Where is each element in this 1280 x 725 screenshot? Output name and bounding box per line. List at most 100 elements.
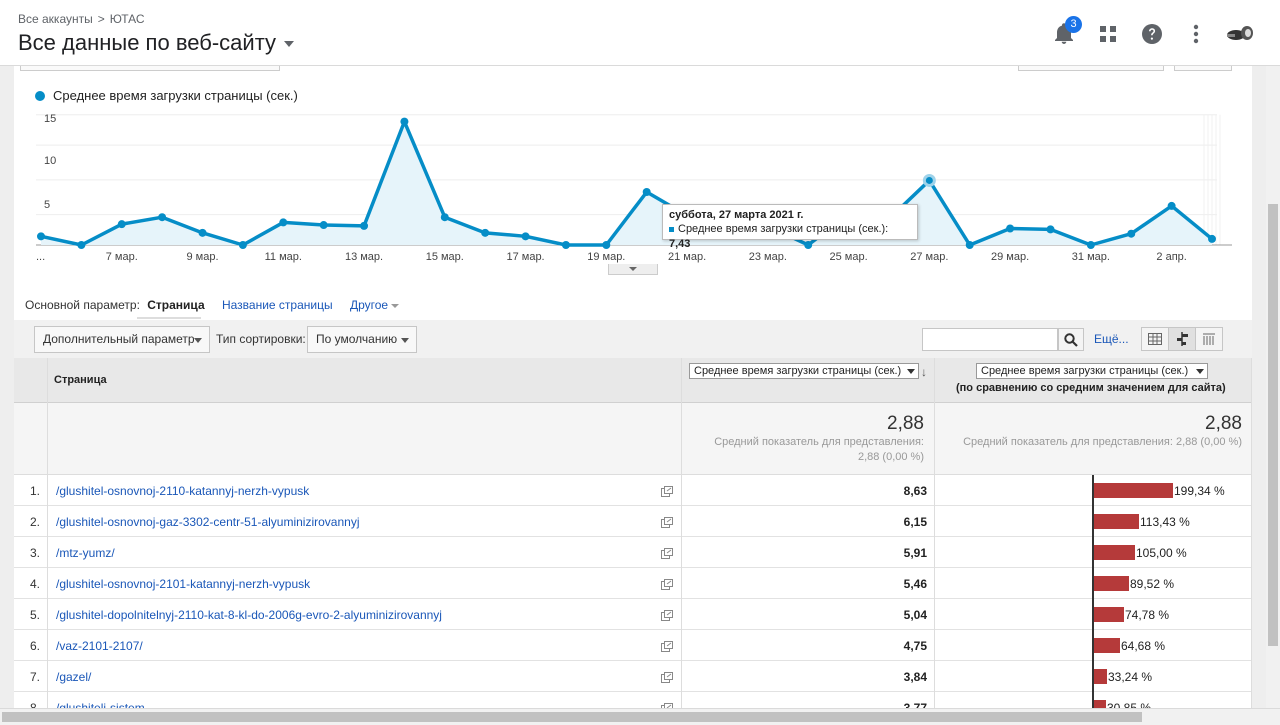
advanced-filter-link[interactable]: Ещё... [1094,332,1129,346]
apps-grid-icon [1100,26,1116,42]
open-in-new-icon[interactable] [661,670,673,683]
x-tick-label: 11 мар. [265,251,302,263]
data-point [1127,229,1136,238]
comparison-bar [1094,607,1124,622]
compare-metric-select[interactable]: Среднее время загрузки страницы (сек.) [976,363,1208,379]
search-button[interactable] [1058,328,1084,351]
page-link[interactable]: /glushitel-dopolnitelnyj-2110-kat-8-kl-d… [56,608,442,622]
data-point [1046,225,1055,234]
secondary-dimension-select[interactable]: Дополнительный параметр [34,326,210,353]
row-number: 6. [29,639,40,653]
notification-badge: 3 [1065,16,1082,33]
scrollbar-thumb[interactable] [2,712,1142,722]
open-in-new-icon[interactable] [661,577,673,590]
report-panel: Среднее время загрузки страницы (сек.) 5… [14,66,1252,710]
total-value: 2,88 [887,413,924,434]
grid-table-icon [1148,333,1162,345]
row-number: 1. [29,484,40,498]
data-point [400,117,409,126]
x-tick-label: 29 мар. [991,251,1029,263]
view-selector[interactable]: Все данные по веб-сайту [18,30,295,56]
column-divider [1251,358,1252,710]
search-icon [1064,332,1078,347]
horizontal-scrollbar[interactable] [0,708,1280,725]
row-number: 4. [29,577,40,591]
comparison-bar [1094,638,1120,653]
account-button[interactable] [1222,16,1258,52]
data-point [1167,201,1176,210]
tooltip-date: суббота, 27 марта 2021 г. [669,209,804,221]
help-button[interactable] [1134,16,1170,52]
tooltip-value: 7,43 [669,238,691,250]
data-point [198,228,207,237]
vertical-scrollbar[interactable] [1266,66,1280,710]
x-tick-label: 21 мар. [668,251,706,263]
sort-type-value: По умолчанию [316,332,398,346]
dimension-page[interactable]: Страница [147,298,205,312]
collapse-down-icon [629,267,637,271]
dimension-other[interactable]: Другое [349,298,400,312]
data-point [77,241,86,249]
x-tick-label: 25 мар. [830,251,868,263]
page-link[interactable]: /gazel/ [56,670,92,684]
row-number: 7. [29,670,40,684]
table-view-button[interactable] [1141,327,1169,351]
comparison-bar [1094,514,1139,529]
page-link[interactable]: /glushitel-osnovnoj-2101-katannyj-nerzh-… [56,577,311,591]
metric-value: 6,15 [903,515,927,529]
dimension-other-label: Другое [349,298,389,312]
chart-legend[interactable]: Среднее время загрузки страницы (сек.) [35,88,298,103]
tooltip-metric: Среднее время загрузки страницы (сек.): … [669,222,911,252]
metric-column-label: Среднее время загрузки страницы (сек.) [694,365,902,377]
secondary-dimension-label: Дополнительный параметр [43,332,195,346]
data-point [158,213,167,222]
page-link[interactable]: /vaz-2101-2107/ [56,639,143,653]
apps-button[interactable] [1090,16,1126,52]
breadcrumb-separator: > [97,12,105,26]
column-divider [47,358,48,710]
sort-desc-icon[interactable]: ↓ [921,365,927,379]
notifications-button[interactable]: 3 [1046,16,1082,52]
x-tick-label: ... [36,251,45,263]
table-view-switcher [1141,327,1223,351]
more-menu-button[interactable] [1178,16,1214,52]
open-in-new-icon[interactable] [661,515,673,528]
metric-value: 5,46 [903,577,927,591]
column-header-page[interactable]: Страница [54,374,107,386]
page-link[interactable]: /glushitel-osnovnoj-gaz-3302-centr-51-al… [56,515,360,529]
term-cloud-view-button[interactable] [1195,327,1223,351]
metric-value: 5,91 [903,546,927,560]
dimension-page-title[interactable]: Название страницы [221,298,333,312]
breadcrumb: Все аккаунты > ЮТАС [18,12,145,26]
table-row: 3. /mtz-yumz/5,91 105,00 % [14,537,1252,568]
scrollbar-thumb[interactable] [1268,204,1278,646]
open-in-new-icon[interactable] [661,608,673,621]
line-chart[interactable]: 5 10 15... 7 мар. 9 мар. 11 мар. 13 мар. 15 мар… [14,106,1252,266]
page-link[interactable]: /mtz-yumz/ [56,546,115,560]
top-icons: 3 [1038,16,1258,52]
breadcrumb-account[interactable]: ЮТАС [109,12,145,26]
row-number: 5. [29,608,40,622]
open-in-new-icon[interactable] [661,639,673,652]
total-compare-subtitle: Средний показатель для представления: 2,… [963,436,1242,448]
caret-down-icon [284,41,295,48]
more-vert-icon [1193,24,1199,44]
breadcrumb-root[interactable]: Все аккаунты [18,12,93,26]
data-point [319,221,328,230]
data-point [238,241,247,249]
open-in-new-icon[interactable] [661,546,673,559]
metric-column-select[interactable]: Среднее время загрузки страницы (сек.) [689,363,919,379]
open-in-new-icon[interactable] [661,484,673,497]
total-subtitle-line2: 2,88 (0,00 %) [857,451,924,463]
table-row: 6. /vaz-2101-2107/4,75 64,68 % [14,630,1252,661]
sort-type-select[interactable]: По умолчанию [307,326,417,353]
data-point [279,218,288,227]
collapse-chart-handle[interactable] [608,264,658,275]
data-point [642,188,651,197]
table-row: 7. /gazel/3,84 33,24 % [14,661,1252,692]
comparison-view-button[interactable] [1168,327,1196,351]
metric-value: 4,75 [903,639,927,653]
table-search-input[interactable] [922,328,1058,351]
page-link[interactable]: /glushiteli-sistem [56,701,145,710]
page-link[interactable]: /glushitel-osnovnoj-2110-katannyj-nerzh-… [56,484,310,498]
